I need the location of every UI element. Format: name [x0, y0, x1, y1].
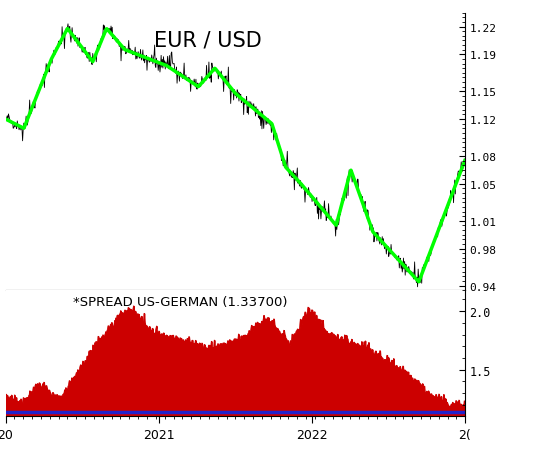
- Text: EUR / USD: EUR / USD: [153, 30, 261, 50]
- Text: *SPREAD US-GERMAN (1.33700): *SPREAD US-GERMAN (1.33700): [73, 296, 287, 308]
